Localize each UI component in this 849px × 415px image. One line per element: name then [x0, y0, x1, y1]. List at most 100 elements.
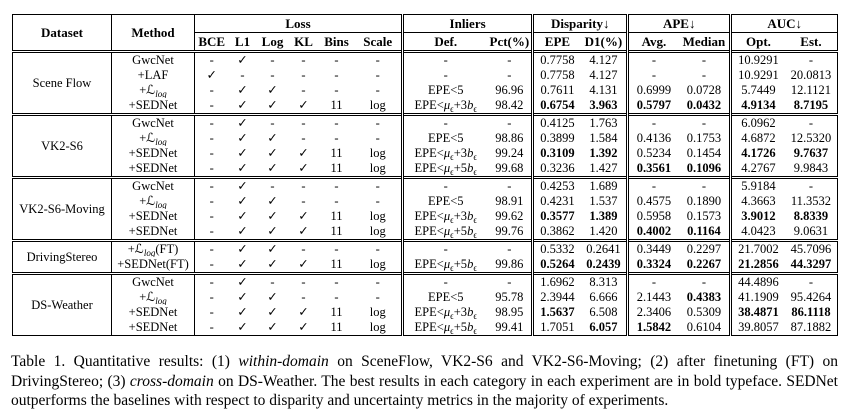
method-label: +ℒlog: [111, 290, 195, 305]
loss-l1-cell: ✓: [228, 239, 257, 257]
loss-bins-cell: 11: [330, 320, 343, 334]
opt-cell: 4.2767: [729, 161, 785, 178]
pct-cell: 96.96: [495, 83, 524, 97]
loss-bce-cell: -: [194, 113, 229, 131]
method-label: GwcNet: [111, 272, 195, 290]
avg-cell: 0.4136: [626, 131, 679, 146]
def-cell: EPE<5: [401, 83, 488, 98]
loss-bins-cell: 11: [330, 209, 343, 223]
loss-scale-cell: log: [369, 320, 386, 334]
epe-cell: 1.7051: [531, 320, 581, 336]
loss-bce-cell: -: [194, 224, 229, 241]
d1-cell: 3.963: [589, 98, 618, 112]
loss-scale-cell: -: [375, 194, 380, 208]
table-row: Scene Flow GwcNet - ✓ - - - - - -0.7758 4.127- -10.…: [12, 50, 838, 115]
epe-cell: 0.7758: [531, 50, 581, 68]
def-cell: EPE<μϵ+3bϵ: [401, 98, 488, 115]
est-cell: 95.4264: [790, 290, 832, 304]
epe-cell: 0.3899: [531, 131, 581, 146]
loss-log-cell: -: [256, 272, 289, 290]
avg-cell: -: [626, 272, 679, 290]
col-group-auc: AUC↓: [729, 14, 838, 33]
col-subheader-l1: L1: [228, 32, 257, 52]
col-subheader-kl: KL: [288, 32, 319, 52]
loss-log-cell: ✓: [267, 83, 278, 97]
loss-scale-cell: -: [375, 131, 380, 145]
loss-bins-cell: -: [334, 131, 339, 145]
pct-cell: -: [507, 68, 512, 82]
dataset-label: Scene Flow: [12, 50, 112, 115]
loss-bce-cell: -: [194, 161, 229, 178]
loss-l1-cell: ✓: [237, 194, 248, 208]
pct-cell: 99.86: [495, 257, 524, 271]
median-cell: 0.0728: [686, 83, 722, 97]
median-cell: -: [678, 50, 731, 68]
table-row: +SEDNet - ✓ ✓ ✓ 11 log EPE<μϵ+5bϵ 99.68 0.3236 1.4…: [13, 161, 838, 178]
loss-log-cell: ✓: [267, 146, 278, 160]
col-subheader-def: Def.: [401, 32, 488, 52]
d1-cell: 1.420: [589, 224, 618, 238]
est-cell: 9.9843: [793, 161, 829, 175]
pct-cell: 98.42: [495, 98, 524, 112]
col-subheader-avg: Avg.: [626, 32, 679, 52]
loss-scale-cell: -: [354, 113, 403, 131]
table-row: +SEDNet(FT) - ✓ ✓ ✓ 11 log EPE<μϵ+5bϵ 99.86 0.526…: [13, 257, 838, 274]
method-label: GwcNet: [111, 113, 195, 131]
epe-cell: 0.4125: [531, 113, 581, 131]
results-table: Dataset Method Loss Inliers Disparity↓ APE↓ AU…: [12, 14, 839, 336]
col-subheader-scale: Scale: [354, 32, 403, 52]
loss-bce-cell: -: [194, 209, 229, 224]
method-label: +ℒlog: [111, 131, 195, 146]
def-cell: EPE<5: [401, 131, 488, 146]
loss-bce-cell: -: [194, 305, 229, 320]
loss-log-cell: ✓: [267, 194, 278, 208]
loss-log-cell: -: [270, 68, 275, 82]
pct-cell: 98.86: [495, 131, 524, 145]
epe-cell: 0.7758: [531, 68, 581, 83]
loss-bce-cell: -: [194, 176, 229, 194]
loss-bce-cell: -: [194, 131, 229, 146]
loss-kl-cell: -: [288, 176, 319, 194]
pct-cell: -: [487, 113, 533, 131]
median-cell: 0.2267: [686, 257, 722, 271]
col-header-method: Method: [111, 14, 195, 52]
loss-l1-cell: ✓: [228, 50, 257, 68]
method-label: +SEDNet: [111, 146, 195, 161]
method-label: +SEDNet: [111, 305, 195, 320]
loss-log-cell: ✓: [267, 224, 278, 238]
loss-bce-cell: -: [194, 272, 229, 290]
def-cell: -: [401, 239, 488, 257]
loss-bins-cell: 11: [330, 257, 343, 271]
epe-cell: 0.7611: [531, 83, 581, 98]
est-cell: 86.1118: [791, 305, 831, 319]
avg-cell: -: [626, 68, 679, 83]
est-cell: -: [784, 176, 838, 194]
opt-cell: 44.4896: [729, 272, 785, 290]
est-cell: 20.0813: [790, 68, 832, 82]
method-label: +SEDNet: [111, 320, 195, 336]
loss-bins-cell: 11: [330, 305, 343, 319]
method-label: +SEDNet(FT): [111, 257, 195, 274]
pct-cell: 99.24: [495, 146, 524, 160]
loss-kl-cell: ✓: [298, 146, 309, 160]
def-cell: EPE<μϵ+5bϵ: [401, 161, 488, 178]
epe-cell: 1.6962: [531, 272, 581, 290]
method-label: +SEDNet: [111, 209, 195, 224]
col-subheader-bce: BCE: [194, 32, 229, 52]
def-cell: -: [401, 50, 488, 68]
avg-cell: 0.4575: [626, 194, 679, 209]
epe-cell: 0.4253: [531, 176, 581, 194]
loss-bins-cell: -: [318, 239, 355, 257]
median-cell: 0.6104: [686, 320, 722, 334]
col-subheader-log: Log: [256, 32, 289, 52]
loss-log-cell: -: [256, 113, 289, 131]
pct-cell: 98.95: [495, 305, 524, 319]
epe-cell: 0.3236: [531, 161, 581, 178]
opt-cell: 4.6872: [729, 131, 785, 146]
def-cell: EPE<μϵ+5bϵ: [401, 257, 488, 274]
est-cell: 12.5320: [790, 131, 832, 145]
median-cell: 0.4383: [686, 290, 722, 304]
loss-log-cell: ✓: [267, 320, 278, 334]
opt-cell: 5.7449: [729, 83, 785, 98]
d1-cell: 1.427: [589, 161, 618, 175]
